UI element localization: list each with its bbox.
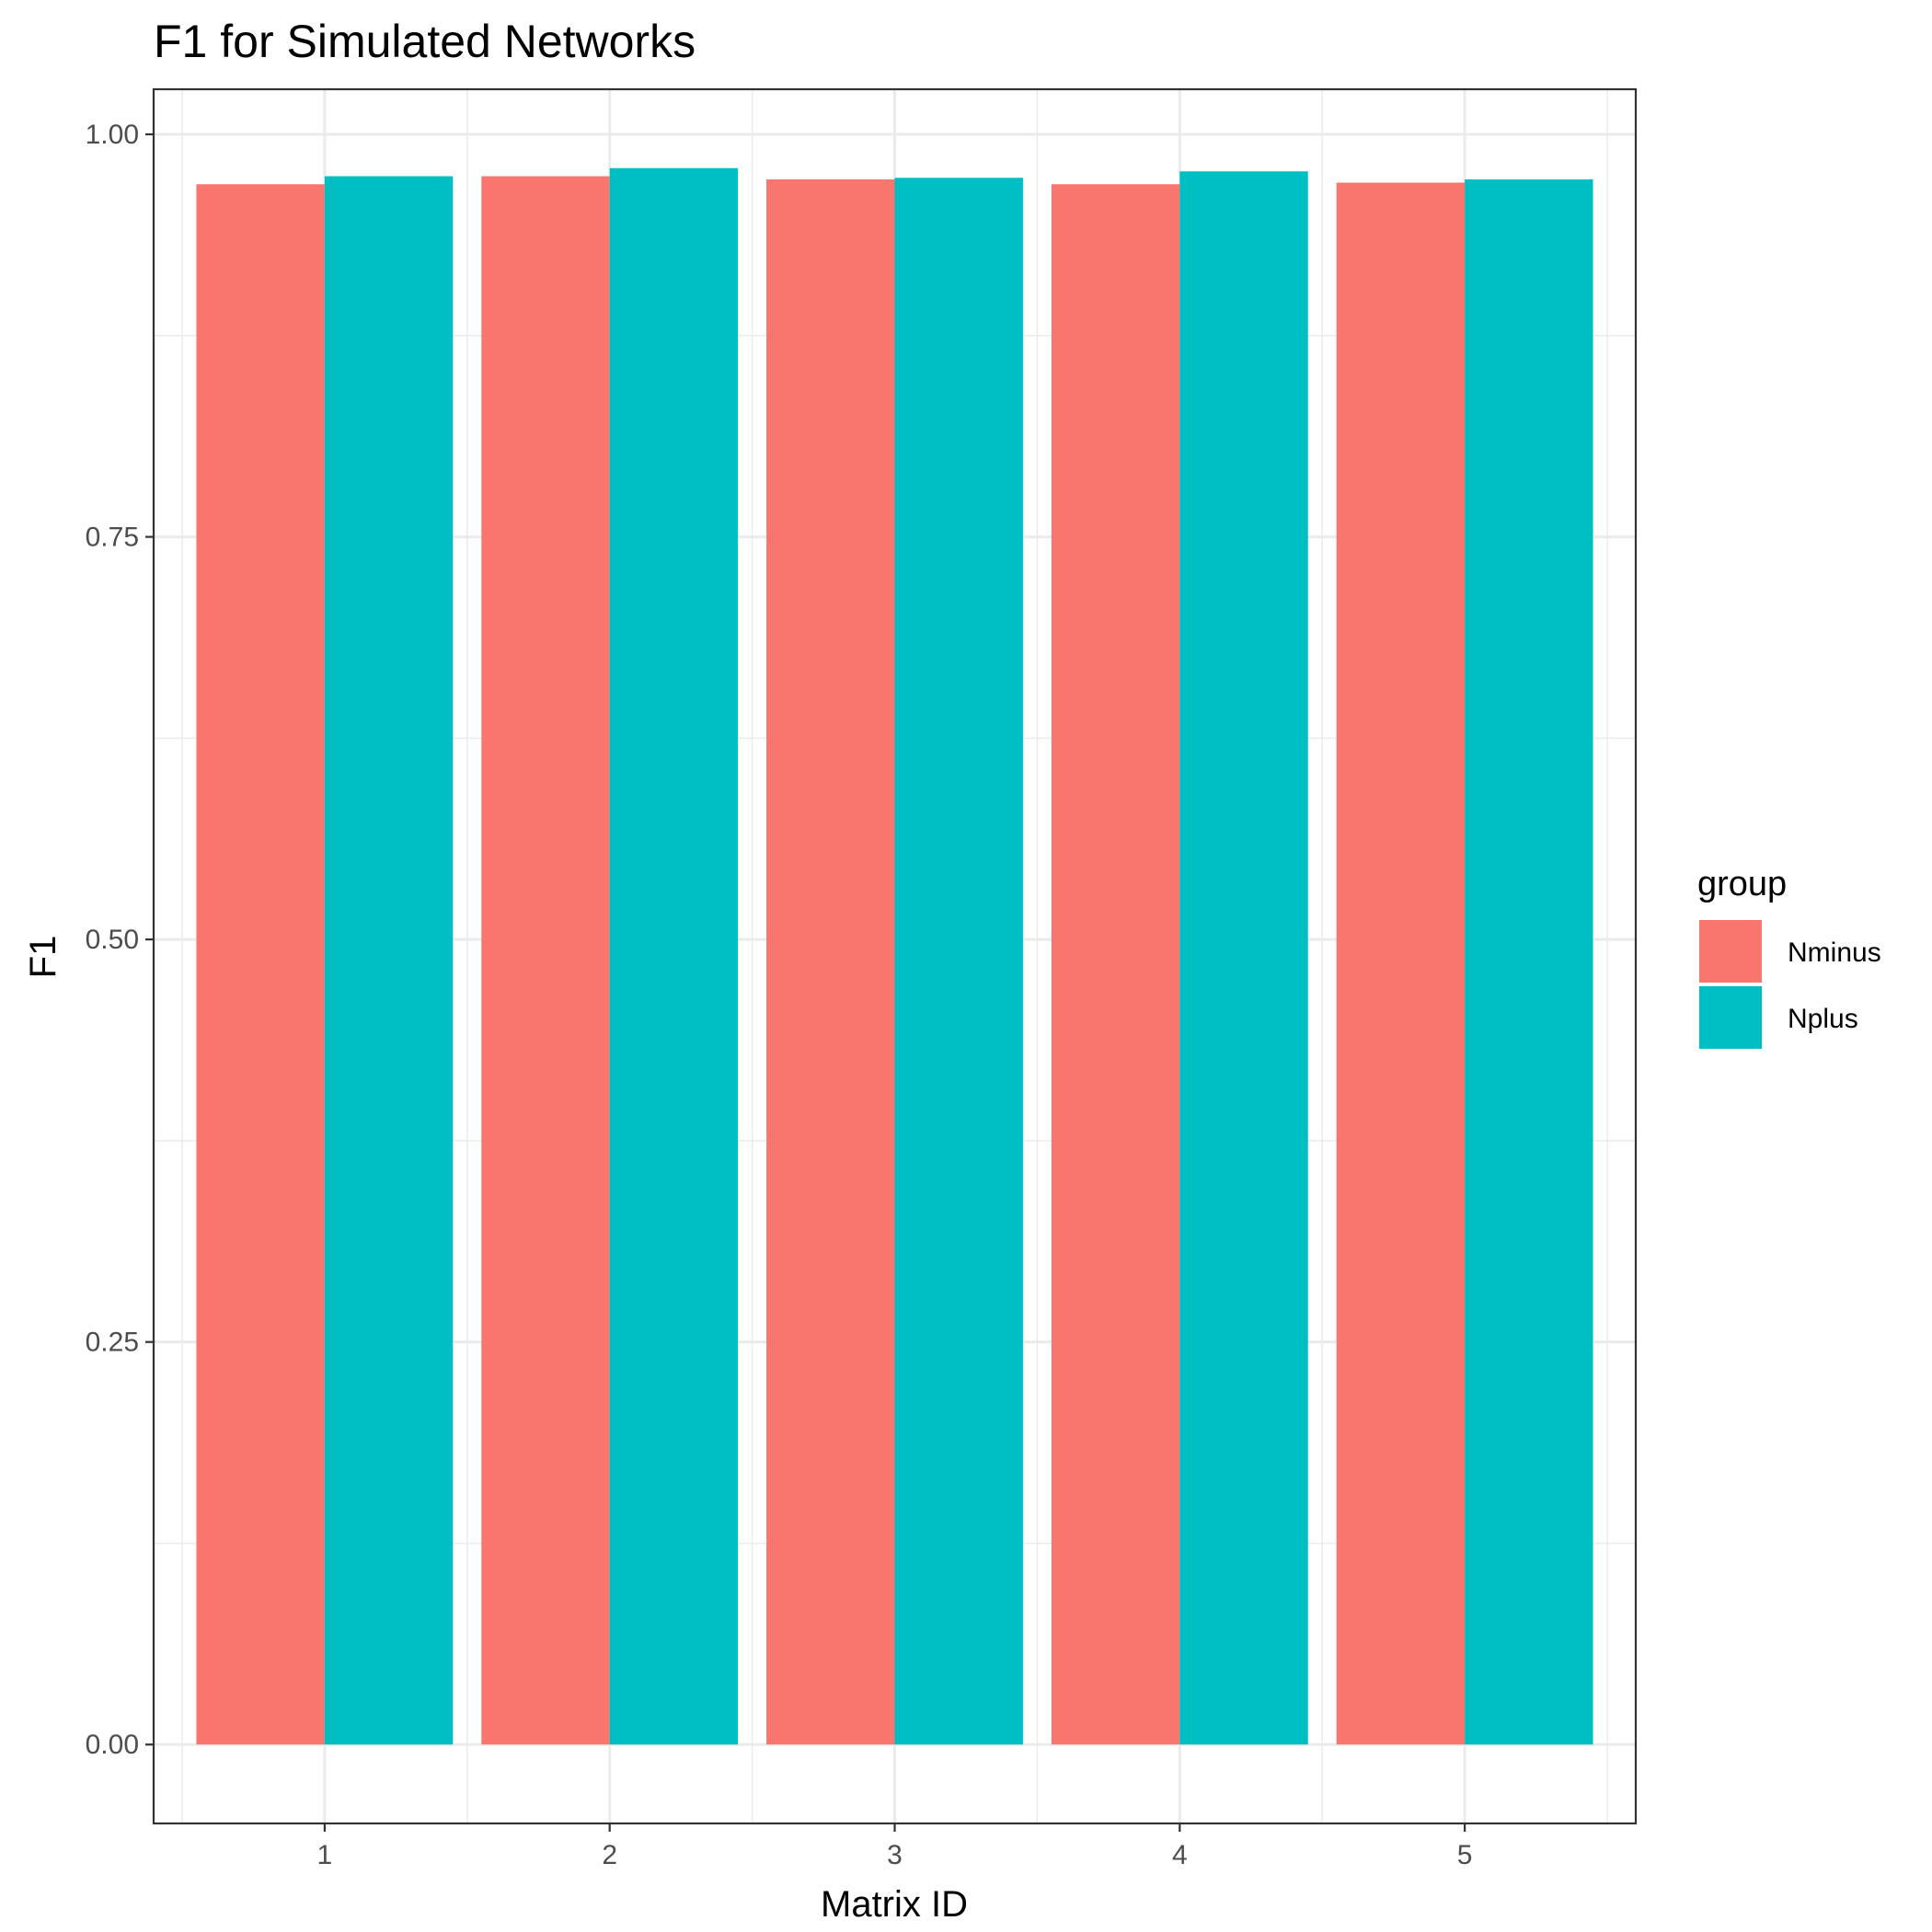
x-tick-label: 4 [1172,1840,1188,1870]
legend-key-nplus [1699,986,1762,1049]
x-tick-label: 2 [602,1840,617,1870]
y-tick-label: 0.50 [86,925,139,955]
bar-nminus-2 [481,176,610,1745]
x-tick-label: 1 [317,1840,333,1870]
bar-nplus-1 [324,176,454,1745]
legend: group Nminus Nplus [1697,865,1881,1049]
x-tick-label: 5 [1457,1840,1473,1870]
legend-label-nminus: Nminus [1788,937,1881,968]
bar-nplus-3 [894,178,1023,1745]
bar-nminus-5 [1336,182,1466,1745]
x-tick-label: 3 [887,1840,903,1870]
bar-nminus-4 [1051,184,1180,1745]
chart-title: F1 for Simulated Networks [154,16,696,67]
y-axis-title: F1 [23,936,63,979]
legend-label-nplus: Nplus [1788,1004,1858,1034]
bar-nplus-5 [1465,179,1593,1745]
y-tick-label: 1.00 [86,120,139,150]
legend-title: group [1697,865,1787,903]
bar-nplus-2 [609,167,739,1745]
bar-nminus-1 [196,184,325,1745]
y-tick-label: 0.25 [86,1328,139,1358]
bar-nplus-4 [1179,171,1308,1745]
y-tick-label: 0.00 [86,1730,139,1760]
x-axis-title: Matrix ID [821,1884,968,1925]
legend-key-nminus [1699,920,1762,983]
y-tick-label: 0.75 [86,523,139,553]
plot-panel: 0.00 0.25 0.50 0.75 1.00 1 2 3 4 5 [86,87,1638,1870]
bar-nminus-3 [766,179,895,1745]
